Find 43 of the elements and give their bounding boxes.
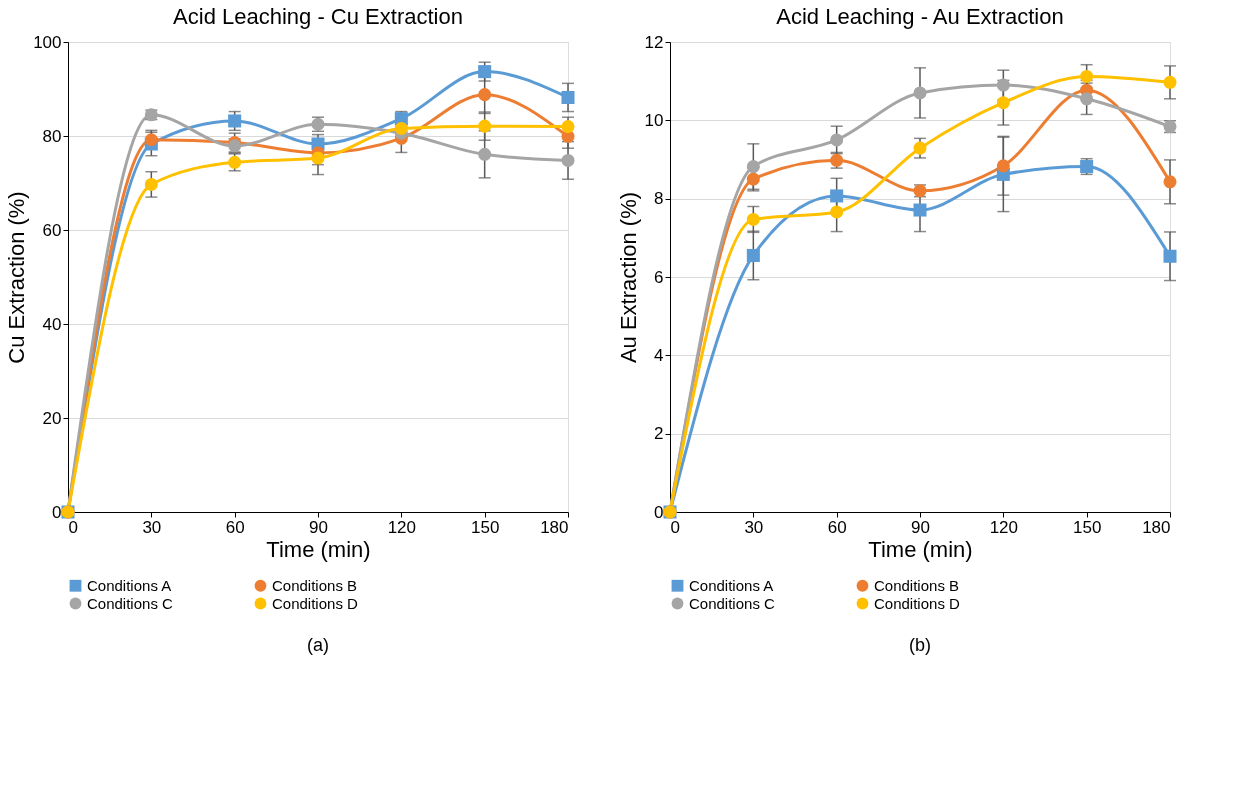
x-tick-label: 180 [540, 517, 569, 537]
legend-label: Conditions D [874, 594, 961, 612]
chart-title: Acid Leaching - Au Extraction [776, 4, 1064, 29]
y-tick-label: 0 [654, 502, 664, 522]
x-tick-label: 150 [1072, 517, 1102, 537]
x-tick-label: 120 [989, 517, 1019, 537]
x-tick-label: 0 [68, 517, 78, 537]
y-tick-label: 60 [42, 220, 62, 240]
x-tick-label: 180 [1142, 517, 1171, 537]
x-tick-label: 90 [309, 517, 328, 537]
legend-label: Conditions D [272, 594, 359, 612]
y-tick-label: 6 [654, 267, 664, 287]
y-axis-title: Cu Extraction (%) [4, 191, 30, 364]
y-tick-label: 100 [33, 32, 62, 52]
legend-label: Conditions C [87, 594, 174, 612]
legend-label: Conditions B [272, 576, 358, 594]
chart-title: Acid Leaching - Cu Extraction [173, 4, 463, 29]
legend-label: Conditions B [874, 576, 960, 594]
y-tick-label: 40 [42, 314, 62, 334]
y-tick-label: 8 [654, 189, 664, 209]
y-tick-label: 4 [654, 345, 664, 365]
x-tick-label: 30 [744, 517, 764, 537]
x-tick-label: 60 [225, 517, 245, 537]
text: (a) [307, 635, 329, 655]
x-tick-label: 0 [670, 517, 680, 537]
text: (b) [909, 635, 931, 655]
legend-label: Conditions A [87, 576, 172, 594]
y-tick-label: 20 [42, 408, 62, 428]
y-tick-label: 10 [644, 110, 664, 130]
x-tick-label: 90 [911, 517, 930, 537]
legend-label: Conditions C [689, 594, 776, 612]
x-tick-label: 30 [142, 517, 162, 537]
y-tick-label: 12 [644, 32, 664, 52]
y-tick-label: 0 [52, 502, 62, 522]
y-axis-title: Au Extraction (%) [615, 191, 641, 364]
y-tick-label: 2 [654, 424, 664, 444]
x-axis-title: Time (min) [868, 536, 973, 562]
x-tick-label: 150 [470, 517, 500, 537]
y-tick-label: 80 [42, 126, 62, 146]
x-tick-label: 60 [827, 517, 847, 537]
x-axis-title: Time (min) [266, 536, 371, 562]
legend-label: Conditions A [689, 576, 774, 594]
x-tick-label: 120 [387, 517, 417, 537]
